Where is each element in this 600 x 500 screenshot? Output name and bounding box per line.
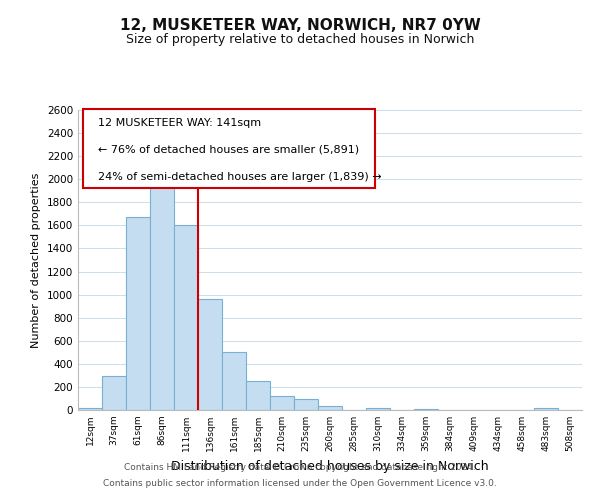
Bar — [318, 406, 342, 410]
Bar — [270, 396, 294, 410]
Bar — [78, 408, 102, 410]
Text: 12, MUSKETEER WAY, NORWICH, NR7 0YW: 12, MUSKETEER WAY, NORWICH, NR7 0YW — [119, 18, 481, 32]
Bar — [198, 299, 222, 410]
Bar — [294, 399, 318, 410]
X-axis label: Distribution of detached houses by size in Norwich: Distribution of detached houses by size … — [171, 460, 489, 472]
Bar — [534, 408, 558, 410]
Y-axis label: Number of detached properties: Number of detached properties — [31, 172, 41, 348]
Bar — [126, 218, 150, 410]
Text: Contains public sector information licensed under the Open Government Licence v3: Contains public sector information licen… — [103, 478, 497, 488]
FancyBboxPatch shape — [83, 108, 376, 188]
Text: 24% of semi-detached houses are larger (1,839) →: 24% of semi-detached houses are larger (… — [98, 172, 382, 181]
Text: Contains HM Land Registry data © Crown copyright and database right 2024.: Contains HM Land Registry data © Crown c… — [124, 464, 476, 472]
Text: ← 76% of detached houses are smaller (5,891): ← 76% of detached houses are smaller (5,… — [98, 144, 359, 154]
Bar — [174, 226, 198, 410]
Text: Size of property relative to detached houses in Norwich: Size of property relative to detached ho… — [126, 32, 474, 46]
Bar — [150, 164, 174, 410]
Bar — [102, 376, 126, 410]
Bar — [246, 381, 270, 410]
Bar — [366, 408, 390, 410]
Text: 12 MUSKETEER WAY: 141sqm: 12 MUSKETEER WAY: 141sqm — [98, 118, 261, 128]
Bar — [222, 352, 246, 410]
